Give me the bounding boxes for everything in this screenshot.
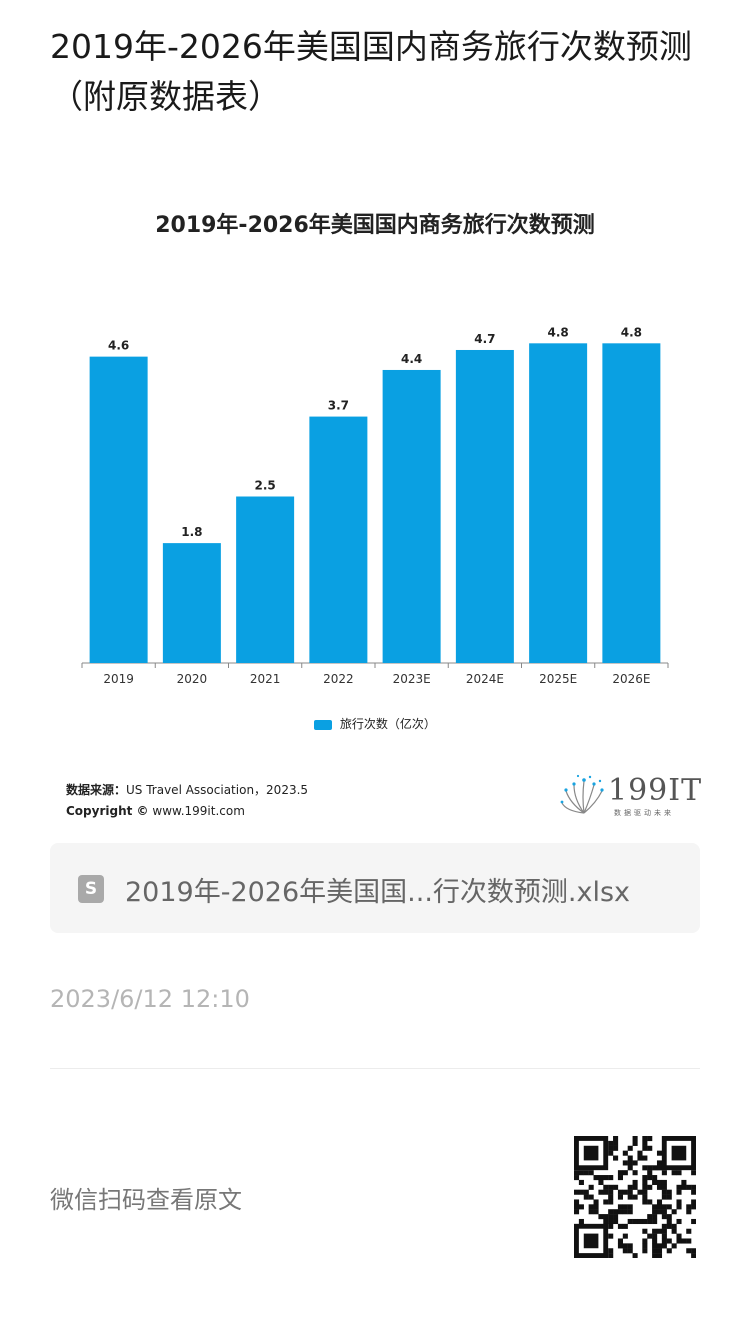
- bar-2022: [309, 416, 368, 663]
- logo-text: 199IT: [608, 773, 703, 808]
- bar-value-label: 4.6: [108, 339, 129, 353]
- divider: [50, 1068, 700, 1069]
- bar-value-label: 3.7: [328, 399, 349, 413]
- bar-2021: [236, 496, 295, 663]
- spreadsheet-file-icon: S: [78, 875, 104, 903]
- bar-value-label: 1.8: [181, 525, 202, 539]
- bar-2020: [162, 543, 221, 663]
- bar-chart: 4.6 2019 1.8 2020 2.5 2021 3.7 2022 4.4 2023E 4.7 2…: [81, 325, 669, 686]
- qr-code-icon[interactable]: [574, 1136, 696, 1258]
- logo-dandelion-icon: [560, 774, 604, 814]
- bar-2026E: [602, 343, 661, 663]
- bar-value-label: 4.4: [401, 352, 422, 366]
- x-tick-label: 2026E: [612, 672, 650, 686]
- bar-2019: [89, 356, 148, 663]
- data-source: 数据来源：US Travel Association，2023.5 Copyri…: [66, 780, 308, 822]
- bar-value-label: 4.7: [474, 332, 495, 346]
- chart-card: 2019年-2026年美国国内商务旅行次数预测 4.6 2019 1.8 2020 2.…: [50, 185, 701, 830]
- x-tick-label: 2025E: [539, 672, 577, 686]
- logo-199it: 199IT 数据驱动未来: [560, 773, 701, 817]
- post-timestamp: 2023/6/12 12:10: [50, 985, 250, 1013]
- x-tick-label: 2024E: [466, 672, 504, 686]
- bar-2024E: [455, 349, 514, 663]
- copyright-label: Copyright ©: [66, 804, 149, 818]
- x-tick-label: 2023E: [393, 672, 431, 686]
- chart-title: 2019年-2026年美国国内商务旅行次数预测: [155, 213, 595, 238]
- x-tick-label: 2020: [177, 672, 208, 686]
- legend-swatch: [314, 719, 333, 730]
- scan-qr-prompt: 微信扫码查看原文: [50, 1186, 242, 1214]
- x-tick-label: 2019: [103, 672, 134, 686]
- legend-label: 旅行次数（亿次）: [339, 717, 436, 731]
- bar-value-label: 2.5: [254, 479, 275, 493]
- copyright-text: www.199it.com: [152, 804, 245, 818]
- source-label: 数据来源：: [66, 783, 127, 797]
- source-text: US Travel Association，2023.5: [126, 783, 309, 797]
- bar-value-label: 4.8: [621, 325, 642, 339]
- x-tick-label: 2022: [323, 672, 354, 686]
- page-title: 2019年-2026年美国国内商务旅行次数预测（附原数据表）: [50, 27, 692, 116]
- file-name[interactable]: 2019年-2026年美国国...行次数预测.xlsx: [125, 877, 631, 908]
- chart-legend: 旅行次数（亿次）: [50, 715, 700, 732]
- x-tick-label: 2021: [250, 672, 281, 686]
- attachment-file[interactable]: S 2019年-2026年美国国...行次数预测.xlsx: [50, 843, 700, 933]
- bar-2025E: [529, 343, 588, 663]
- logo-subtitle: 数据驱动未来: [614, 809, 674, 817]
- bar-value-label: 4.8: [547, 325, 568, 339]
- bar-2023E: [382, 369, 441, 663]
